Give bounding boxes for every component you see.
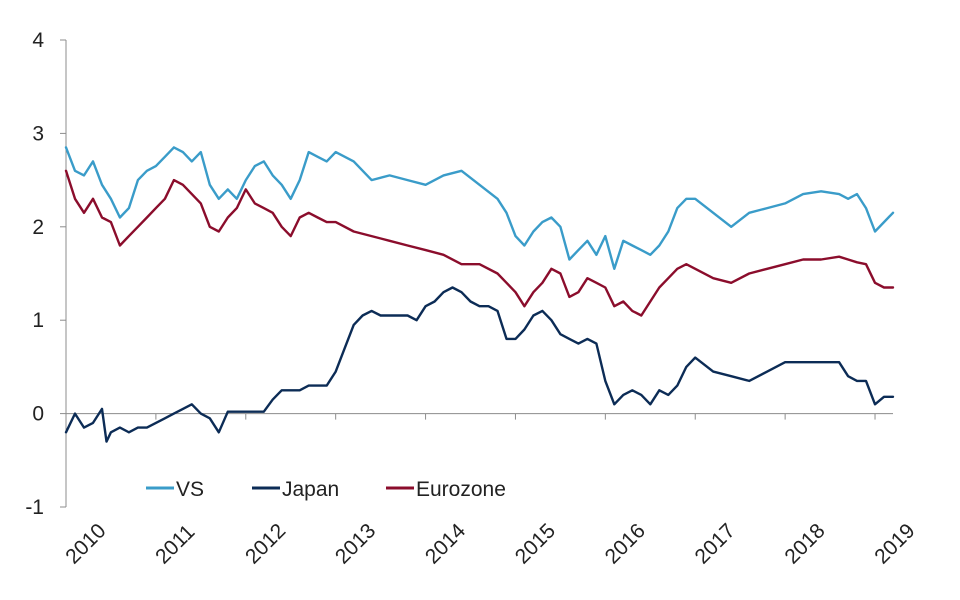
legend-label-vs: VS	[176, 478, 204, 501]
x-tick-label: 2014	[421, 519, 471, 569]
x-tick-label: 2018	[780, 519, 829, 568]
x-tick-label: 2019	[870, 519, 919, 568]
y-tick-label: 4	[32, 29, 44, 52]
x-tick-label: 2012	[241, 519, 290, 568]
y-tick-label: 1	[32, 309, 44, 332]
legend-label-japan: Japan	[282, 478, 339, 501]
y-tick-label: 0	[32, 403, 44, 426]
x-tick-label: 2013	[331, 519, 380, 568]
x-tick-label: 2010	[61, 519, 110, 568]
x-tick-label: 2015	[511, 519, 560, 568]
x-tick-label: 2017	[691, 519, 740, 568]
series-line-eurozone	[64, 169, 895, 317]
series-line-japan	[64, 286, 895, 443]
y-tick-label: 2	[32, 216, 44, 239]
series-line-vs	[64, 146, 895, 270]
x-tick-label: 2016	[601, 519, 650, 568]
legend-label-eurozone: Eurozone	[416, 478, 506, 501]
series-lines	[64, 146, 895, 443]
y-tick-label: 3	[32, 122, 44, 145]
y-tick-label: -1	[25, 496, 44, 519]
x-tick-label: 2011	[151, 520, 199, 568]
legend: VS Japan Eurozone	[146, 478, 506, 501]
